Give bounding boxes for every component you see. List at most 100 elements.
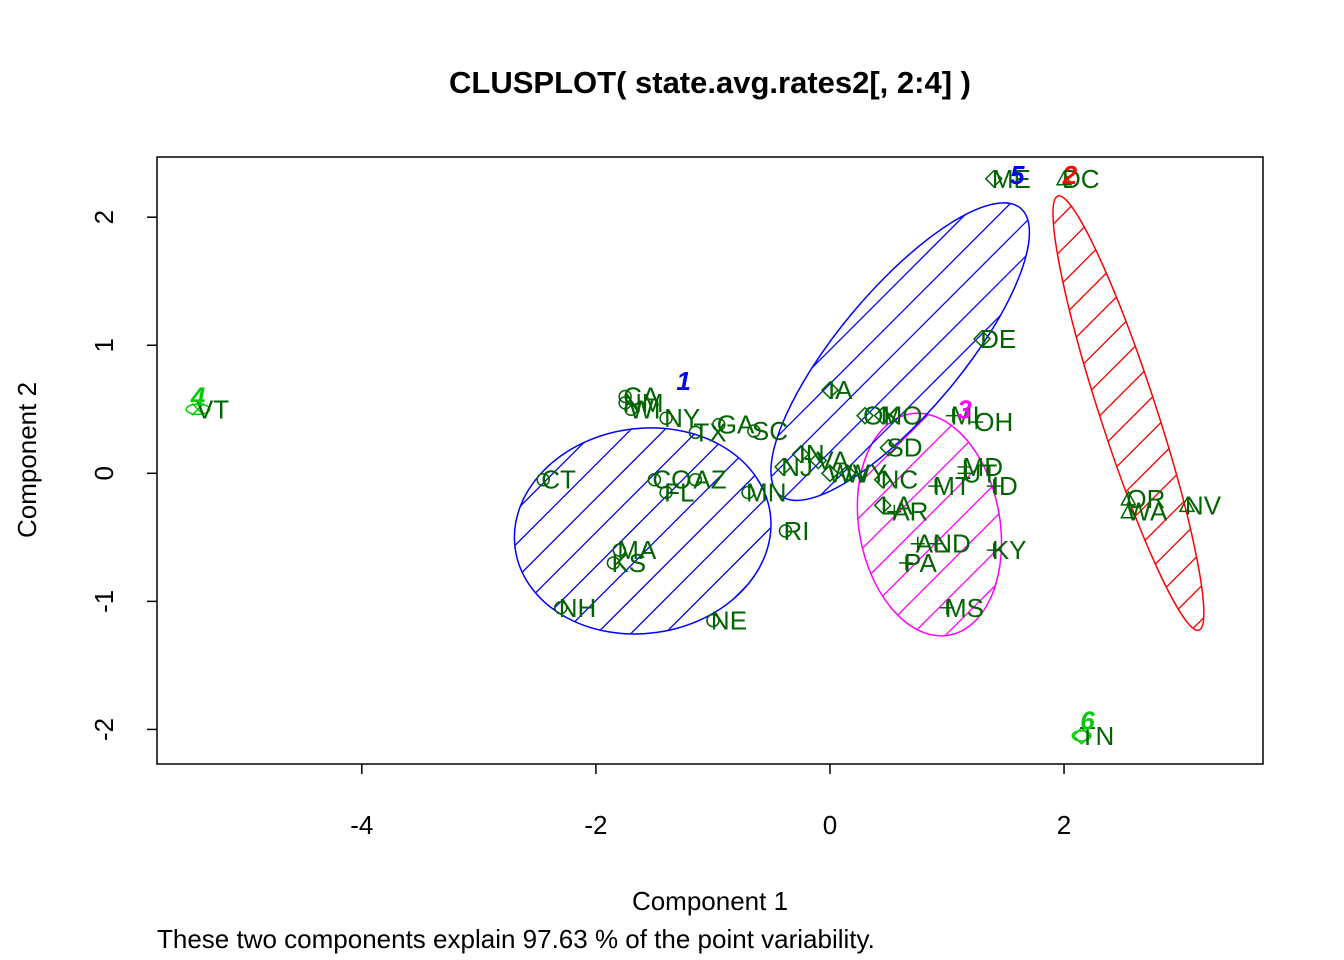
- point-ut: UT: [957, 458, 998, 488]
- point-nd: ND: [928, 529, 971, 559]
- point-sc: SC: [747, 416, 788, 446]
- point-label: FL: [664, 478, 694, 508]
- cluster-2-ellipse: [1031, 187, 1226, 639]
- point-pa: PA: [899, 548, 937, 578]
- point-label: MI: [951, 401, 980, 431]
- cluster-3-hatching: [840, 401, 1019, 648]
- point-label: UT: [963, 458, 998, 488]
- cluster-2-outline: [1052, 195, 1205, 632]
- point-label: OH: [974, 407, 1013, 437]
- point-label: DE: [980, 324, 1016, 354]
- x-tick-label: -4: [350, 810, 373, 840]
- cluster-4-label: 4: [190, 381, 206, 411]
- point-nv: NV: [1178, 490, 1222, 520]
- y-tick-label: -1: [89, 590, 119, 613]
- cluster-6-outline: [1071, 729, 1092, 742]
- point-ar: AR: [887, 497, 928, 527]
- point-label: ME: [992, 164, 1031, 194]
- point-label: WI: [629, 394, 661, 424]
- point-label: KS: [611, 548, 646, 578]
- point-label: MT: [933, 471, 971, 501]
- point-label: SD: [886, 433, 922, 463]
- x-tick-label: 2: [1057, 810, 1071, 840]
- point-va: VA: [809, 446, 850, 476]
- point-label: NH: [559, 593, 597, 623]
- point-mt: MT: [928, 471, 971, 501]
- point-label: LA: [881, 490, 913, 520]
- point-me: ME: [984, 164, 1031, 194]
- cluster-5-outline: [770, 202, 1031, 502]
- point-ri: RI: [778, 516, 809, 546]
- cluster-6-ellipse: [1071, 729, 1092, 742]
- point-wa: WA: [1120, 497, 1168, 527]
- point-ne: NE: [706, 606, 747, 636]
- point-label: MA: [617, 535, 657, 565]
- point-label: VA: [816, 446, 849, 476]
- point-label: AR: [892, 497, 928, 527]
- cluster-1-ellipse: [500, 411, 785, 651]
- y-tick-label: 0: [89, 466, 119, 480]
- point-wv: WV: [820, 458, 871, 488]
- point-label: AZ: [693, 465, 726, 495]
- cluster-3-label: 3: [957, 394, 972, 424]
- point-or: OR: [1120, 484, 1165, 514]
- point-label: ID: [992, 471, 1018, 501]
- y-axis-title: Component 2: [12, 382, 42, 538]
- point-label: NE: [711, 606, 747, 636]
- point-label: RI: [783, 516, 809, 546]
- y-tick-label: -2: [89, 718, 119, 741]
- point-de: DE: [973, 324, 1016, 354]
- cluster-3-outline: [856, 412, 1003, 637]
- point-mn: MN: [741, 478, 786, 508]
- cluster-5-label: 5: [1010, 160, 1025, 190]
- x-axis-title: Component 1: [632, 886, 788, 916]
- chart-subtitle: These two components explain 97.63 % of …: [157, 924, 875, 954]
- cluster-4-outline: [185, 403, 211, 416]
- point-ok: OK: [856, 401, 901, 431]
- point-ny: NY: [659, 403, 700, 433]
- y-axis: -2 -1 0 1 2: [89, 210, 157, 741]
- cluster-4-ellipse: [185, 403, 211, 416]
- y-tick-label: 2: [89, 210, 119, 224]
- point-label: NJ: [781, 452, 813, 482]
- cluster-ellipses: [185, 168, 1226, 742]
- point-mi: MI: [945, 401, 980, 431]
- point-ms: MS: [940, 593, 984, 623]
- point-tx: TX: [688, 417, 727, 447]
- cluster-5-hatching: [732, 168, 1068, 535]
- point-label: SC: [752, 416, 788, 446]
- point-label: WA: [1126, 497, 1168, 527]
- point-label: TX: [693, 417, 726, 447]
- x-tick-label: -2: [584, 810, 607, 840]
- point-az: AZ: [688, 465, 727, 495]
- point-mo: MO: [873, 401, 923, 431]
- cluster-3-ellipse: [840, 401, 1019, 648]
- point-vt: VT: [191, 394, 229, 424]
- point-label: ND: [933, 529, 971, 559]
- cluster-1-hatching: [500, 411, 785, 651]
- point-tn: TN: [1072, 721, 1114, 751]
- point-fl: FL: [659, 478, 694, 508]
- point-label: CT: [541, 465, 576, 495]
- point-label: MS: [945, 593, 984, 623]
- plot-frame: [156, 156, 1264, 765]
- x-axis: -4 -2 0 2: [350, 764, 1071, 840]
- point-label: VT: [196, 394, 229, 424]
- point-sd: SD: [879, 433, 923, 463]
- cluster-2-label: 2: [1062, 160, 1078, 190]
- point-la: LA: [873, 490, 913, 520]
- point-nh: NH: [554, 593, 597, 623]
- point-label: OK: [863, 401, 901, 431]
- point-ks: KS: [606, 548, 646, 578]
- point-ky: KY: [986, 535, 1027, 565]
- point-label: IA: [828, 375, 853, 405]
- chart-title: CLUSPLOT( state.avg.rates2[, 2:4] ): [449, 65, 971, 100]
- cluster-1-outline: [513, 427, 772, 635]
- cluster-6-label: 6: [1080, 705, 1095, 735]
- point-dc: DC: [1055, 164, 1100, 194]
- point-label: OR: [1126, 484, 1165, 514]
- y-tick-label: 1: [89, 338, 119, 352]
- point-label: DC: [1062, 164, 1100, 194]
